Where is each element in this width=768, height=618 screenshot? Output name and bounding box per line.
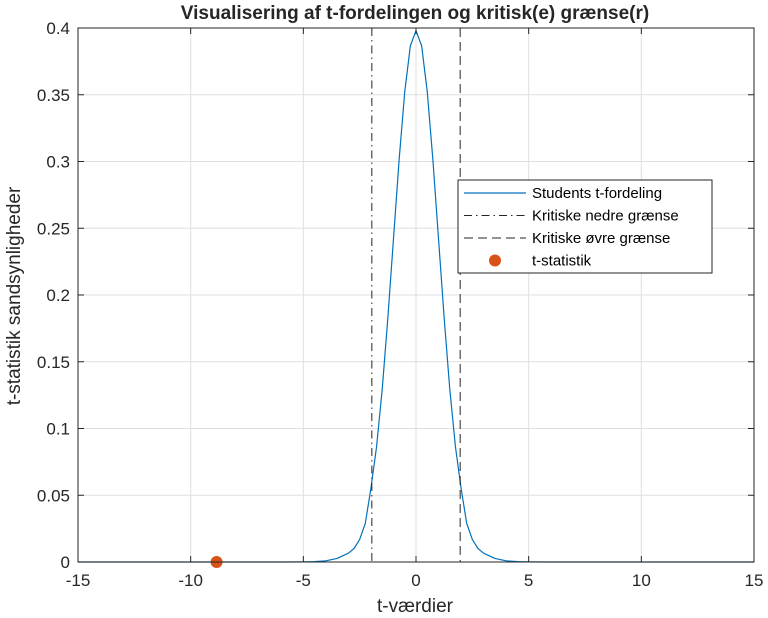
x-tick-label: 5 [524, 571, 533, 590]
chart-title: Visualisering af t-fordelingen og kritis… [181, 3, 649, 24]
y-tick-label: 0.25 [37, 219, 70, 238]
grid [77, 27, 755, 563]
x-tick-label: 15 [745, 571, 764, 590]
x-tick-label: -15 [66, 571, 91, 590]
y-tick-label: 0.35 [37, 86, 70, 105]
x-tick-label: -5 [296, 571, 311, 590]
legend: Students t-fordeling Kritiske nedre græns… [457, 179, 713, 274]
y-tick-label: 0.1 [46, 420, 70, 439]
legend-label: Students t-fordeling [532, 185, 662, 202]
legend-box [457, 179, 713, 274]
y-axis-label: t-statistik sandsynligheder [4, 186, 25, 405]
y-tick-label: 0.05 [37, 486, 70, 505]
x-tick-label: 10 [632, 571, 651, 590]
legend-label: Kritiske øvre grænse [532, 230, 670, 247]
y-tick-label: 0.2 [46, 286, 70, 305]
y-tick-label: 0.15 [37, 353, 70, 372]
axis-ticks: -15 -10 -5 0 5 10 15 0 0.05 0.1 0.15 0.2 0.25 0.3 0.35… [37, 19, 764, 590]
legend-label: Kritiske nedre grænse [532, 208, 679, 225]
x-axis-label: t-værdier [377, 596, 454, 617]
y-tick-label: 0.3 [46, 153, 70, 172]
x-tick-label: 0 [411, 571, 420, 590]
y-tick-label: 0 [61, 553, 70, 572]
x-tick-label: -10 [178, 571, 203, 590]
legend-swatch [489, 254, 501, 267]
y-tick-label: 0.4 [46, 19, 70, 38]
legend-label: t-statistik [532, 253, 592, 270]
